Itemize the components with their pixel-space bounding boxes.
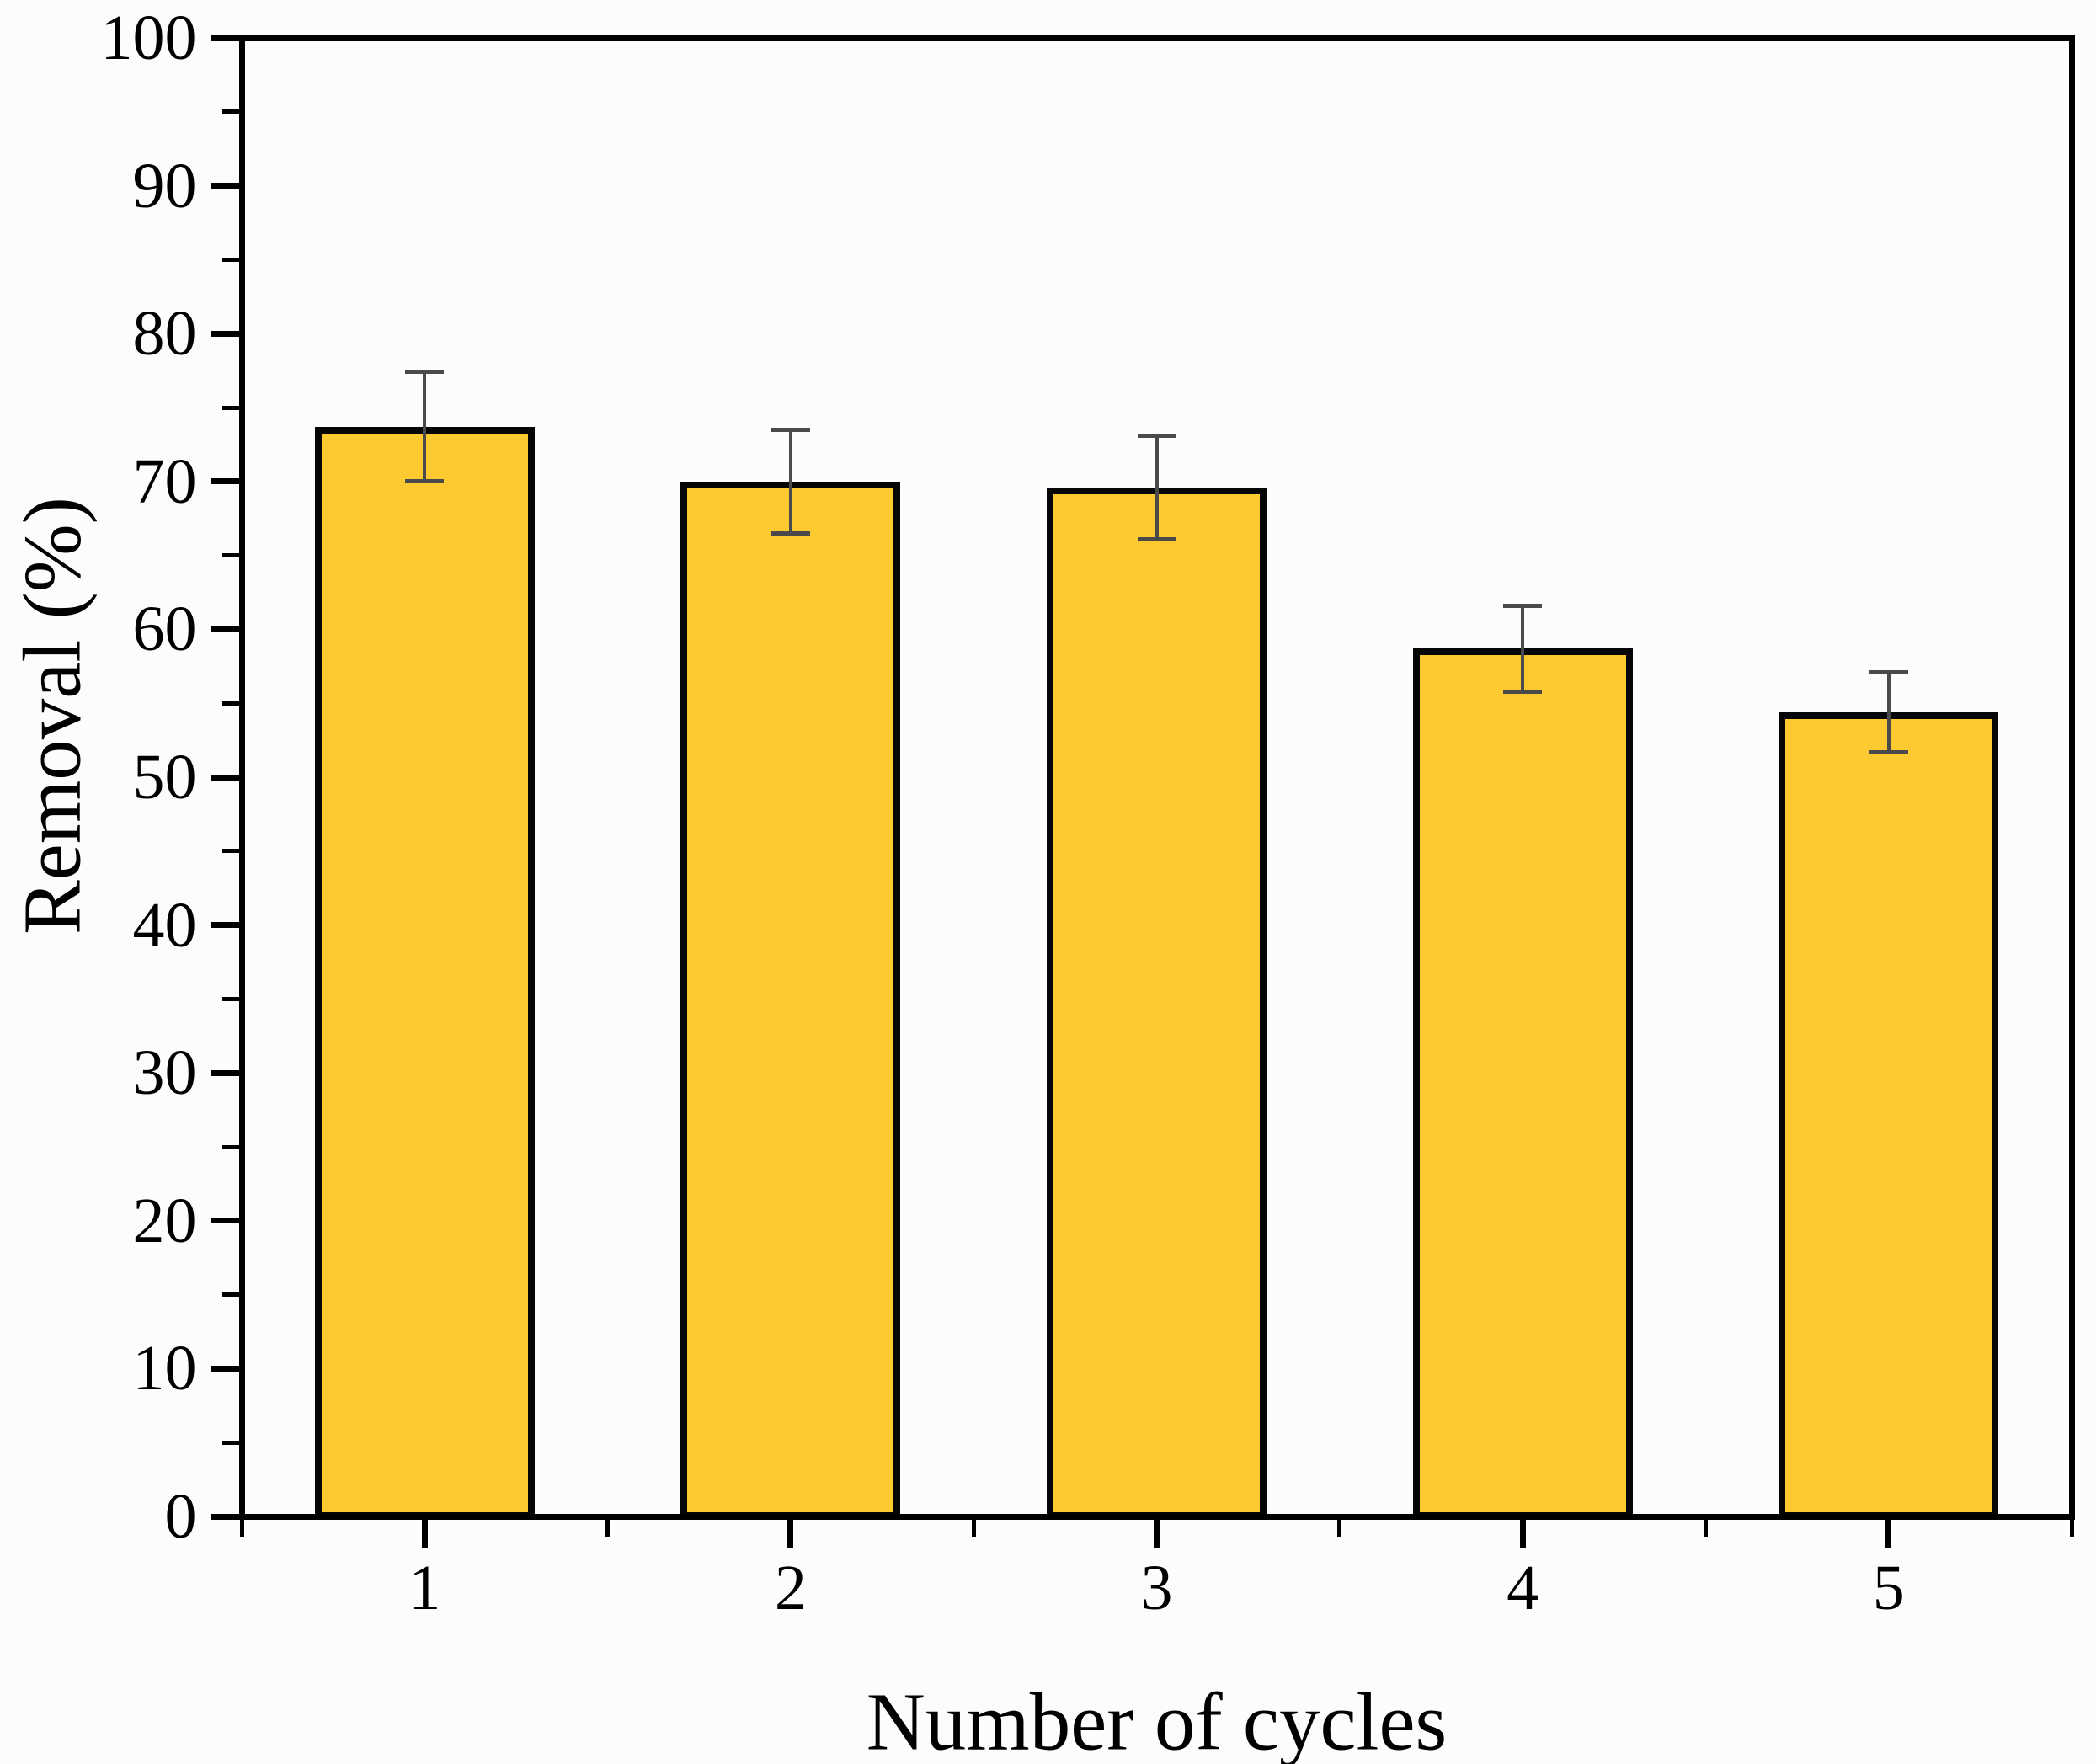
- error-bar-cap-bottom: [1869, 749, 1908, 754]
- error-bar-line: [1886, 672, 1891, 753]
- y-axis-title: Removal (%): [7, 497, 98, 935]
- x-minor-tick: [971, 1519, 976, 1537]
- y-minor-tick: [221, 996, 239, 1001]
- y-minor-tick: [221, 1292, 239, 1298]
- y-tick-label: 60: [132, 594, 197, 665]
- error-bar-cap-bottom: [771, 530, 810, 536]
- x-axis-title: Number of cycles: [866, 1676, 1448, 1764]
- y-minor-tick: [221, 701, 239, 706]
- error-bar-line: [423, 371, 427, 482]
- error-bar-line: [1521, 605, 1525, 692]
- y-tick-label: 50: [132, 742, 197, 813]
- error-bar-cap-top: [1503, 603, 1543, 608]
- x-tick-label: 4: [1507, 1552, 1539, 1623]
- y-major-tick: [210, 330, 239, 337]
- x-tick-label: 5: [1872, 1552, 1905, 1623]
- y-tick-label: 80: [132, 298, 197, 370]
- error-bar-cap-top: [1869, 669, 1908, 674]
- x-tick-label: 2: [774, 1552, 807, 1623]
- bar-cycle-4: [1412, 648, 1633, 1519]
- x-minor-tick: [239, 1519, 244, 1537]
- bar-cycle-2: [680, 481, 901, 1519]
- error-bar-cap-top: [771, 427, 810, 432]
- y-minor-tick: [221, 257, 239, 262]
- x-minor-tick: [1703, 1519, 1708, 1537]
- error-bar-cap-top: [1137, 433, 1176, 438]
- error-bar-cap-bottom: [1503, 689, 1543, 694]
- error-bar-cap-bottom: [405, 479, 445, 484]
- bar-cycle-1: [314, 426, 535, 1519]
- y-tick-label: 10: [132, 1333, 197, 1404]
- y-minor-tick: [221, 405, 239, 410]
- y-tick-label: 70: [132, 445, 197, 517]
- plot-area-frame: [238, 35, 2075, 1520]
- x-minor-tick: [2069, 1519, 2074, 1537]
- y-major-tick: [210, 1218, 239, 1224]
- y-minor-tick: [221, 553, 239, 558]
- error-bar-cap-top: [405, 370, 445, 375]
- y-minor-tick: [221, 849, 239, 854]
- error-bar-line: [1155, 435, 1159, 540]
- x-minor-tick: [605, 1519, 611, 1537]
- y-tick-label: 40: [132, 889, 197, 961]
- y-minor-tick: [221, 1440, 239, 1445]
- y-tick-label: 0: [164, 1481, 197, 1552]
- x-major-tick: [421, 1519, 428, 1548]
- x-major-tick: [1519, 1519, 1526, 1548]
- y-minor-tick: [221, 109, 239, 115]
- y-major-tick: [210, 626, 239, 632]
- y-major-tick: [210, 478, 239, 485]
- y-tick-label: 30: [132, 1037, 197, 1109]
- error-bar-cap-bottom: [1137, 536, 1176, 541]
- y-tick-label: 100: [100, 3, 197, 73]
- y-major-tick: [210, 183, 239, 189]
- y-major-tick: [210, 774, 239, 781]
- x-major-tick: [1154, 1519, 1160, 1548]
- y-minor-tick: [221, 1144, 239, 1149]
- x-minor-tick: [1337, 1519, 1342, 1537]
- y-major-tick: [210, 1069, 239, 1076]
- y-major-tick: [210, 922, 239, 929]
- x-tick-label: 1: [408, 1552, 441, 1623]
- y-major-tick: [210, 1513, 239, 1520]
- y-tick-label: 20: [132, 1185, 197, 1256]
- x-major-tick: [1885, 1519, 1892, 1548]
- x-tick-label: 3: [1140, 1552, 1173, 1623]
- x-major-tick: [787, 1519, 794, 1548]
- y-major-tick: [210, 1365, 239, 1372]
- y-major-tick: [210, 35, 239, 41]
- error-bar-line: [788, 429, 792, 534]
- y-tick-label: 90: [132, 150, 197, 221]
